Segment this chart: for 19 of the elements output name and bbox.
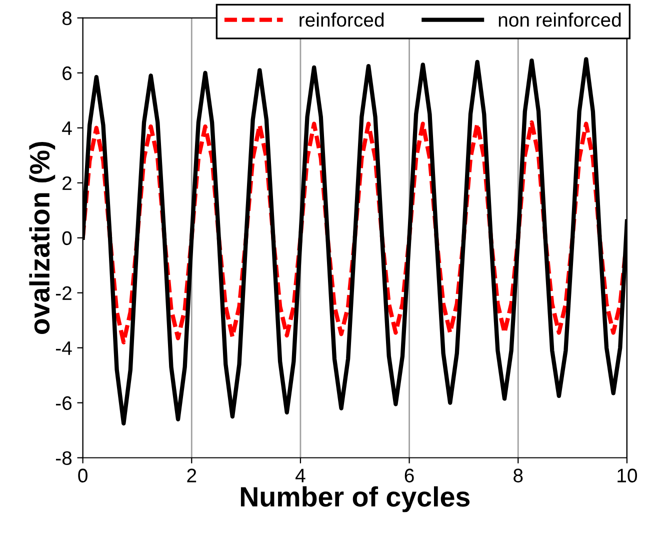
legend-label: reinforced: [300, 12, 384, 27]
y-tick-label: -8: [56, 451, 72, 465]
y-tick-label: -2: [56, 286, 72, 300]
y-tick-label: 0: [62, 231, 72, 246]
y-tick-label: 4: [62, 122, 72, 135]
x-tick-label: 2: [187, 468, 196, 482]
x-axis-title: Number of cycles: [240, 486, 470, 512]
x-tick-label: 6: [404, 468, 414, 482]
x-tick-label: 4: [296, 468, 306, 482]
y-tick-label: 2: [62, 176, 72, 190]
y-tick-label: 6: [62, 66, 72, 80]
legend-label: non reinforced: [498, 12, 621, 27]
y-tick-label: -6: [56, 396, 72, 410]
y-axis-title: ovalization (%): [29, 142, 56, 334]
y-tick-label: -4: [56, 341, 72, 355]
y-tick-label: 8: [62, 11, 72, 26]
x-tick-label: 10: [618, 468, 637, 482]
x-tick-label: 0: [78, 468, 88, 482]
x-tick-label: 8: [514, 468, 523, 482]
